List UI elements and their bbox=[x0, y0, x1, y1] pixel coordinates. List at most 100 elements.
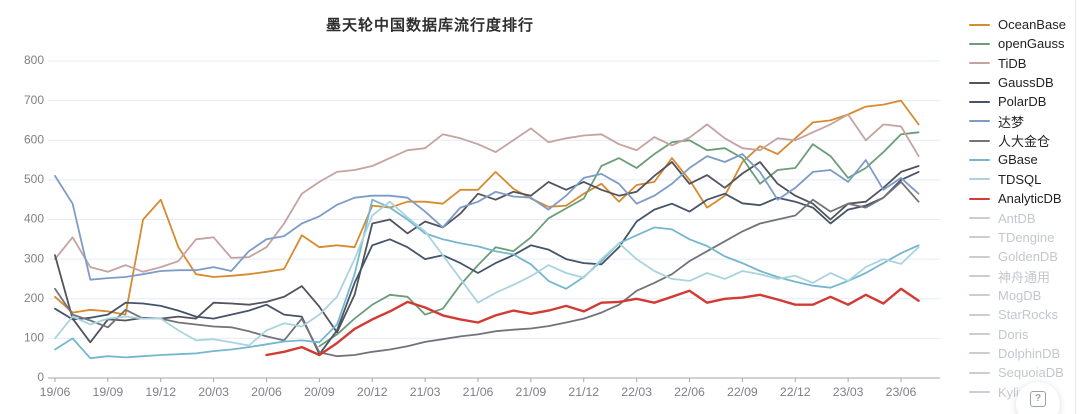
series-line-达梦 bbox=[54, 153, 920, 281]
legend-label-openGauss: openGauss bbox=[998, 36, 1065, 52]
legend-item-TiDB[interactable]: TiDB bbox=[969, 54, 1075, 73]
x-axis-label-21/12: 21/12 bbox=[568, 385, 599, 399]
chart-title: 墨天轮中国数据库流行度排行 bbox=[325, 17, 534, 34]
legend-label-AnalyticDB: AnalyticDB bbox=[998, 191, 1062, 207]
x-axis-label-22/09: 22/09 bbox=[727, 385, 758, 399]
y-axis-label-700: 700 bbox=[24, 93, 44, 107]
y-axis-label-600: 600 bbox=[24, 132, 44, 146]
series-line-TDSQL bbox=[54, 200, 920, 347]
legend-swatch-AnalyticDB bbox=[969, 197, 990, 200]
legend-item-GaussDB[interactable]: GaussDB bbox=[969, 73, 1075, 92]
chart-legend: OceanBase openGauss TiDB GaussDB PolarDB 达梦人大… bbox=[969, 0, 1075, 414]
popularity-line-chart[interactable]: 0 100 200 300 400 500 600 700 800 19/06 19/09 19/12… bbox=[0, 0, 960, 414]
legend-item-openGauss[interactable]: openGauss bbox=[969, 34, 1075, 53]
y-axis-label-400: 400 bbox=[24, 212, 44, 226]
legend-swatch-OceanBase bbox=[969, 23, 990, 26]
right-edge-divider bbox=[1075, 0, 1076, 414]
legend-label-GBase: GBase bbox=[998, 152, 1038, 168]
legend-swatch-openGauss bbox=[969, 42, 990, 45]
legend-label-人大金仓: 人大金仓 bbox=[998, 134, 1051, 150]
legend-swatch-TDengine bbox=[969, 236, 990, 239]
legend-swatch-人大金仓 bbox=[969, 139, 990, 142]
legend-item-GBase[interactable]: GBase bbox=[969, 150, 1075, 169]
x-axis-label-22/06: 22/06 bbox=[674, 385, 705, 399]
legend-label-StarRocks: StarRocks bbox=[998, 307, 1058, 323]
legend-item-GoldenDB[interactable]: GoldenDB bbox=[969, 247, 1075, 266]
legend-swatch-MogDB bbox=[969, 294, 990, 297]
series-line-AnalyticDB bbox=[265, 287, 920, 357]
legend-swatch-PolarDB bbox=[969, 100, 990, 103]
legend-item-StarRocks[interactable]: StarRocks bbox=[969, 305, 1075, 324]
legend-item-Doris[interactable]: Doris bbox=[969, 325, 1075, 344]
legend-label-TiDB: TiDB bbox=[998, 55, 1027, 71]
legend-item-人大金仓[interactable]: 人大金仓 bbox=[969, 131, 1075, 150]
legend-label-OceanBase: OceanBase bbox=[998, 17, 1066, 32]
x-axis-label-19/06: 19/06 bbox=[40, 385, 71, 399]
legend-label-SequoiaDB: SequoiaDB bbox=[998, 365, 1064, 381]
y-axis-label-800: 800 bbox=[24, 53, 44, 67]
x-axis-label-20/12: 20/12 bbox=[357, 385, 388, 399]
y-axis-label-100: 100 bbox=[24, 331, 44, 345]
legend-item-OceanBase[interactable]: OceanBase bbox=[969, 15, 1075, 34]
x-axis-label-22/12: 22/12 bbox=[780, 385, 811, 399]
series-line-openGauss bbox=[318, 131, 920, 348]
x-axis-label-23/06: 23/06 bbox=[886, 385, 917, 399]
x-axis-label-22/03: 22/03 bbox=[621, 385, 652, 399]
legend-item-达梦[interactable]: 达梦 bbox=[969, 112, 1075, 131]
legend-label-GaussDB: GaussDB bbox=[998, 75, 1054, 91]
legend-swatch-神舟通用 bbox=[969, 275, 990, 278]
legend-item-TDengine[interactable]: TDengine bbox=[969, 228, 1075, 247]
legend-swatch-TDSQL bbox=[969, 178, 990, 181]
legend-item-PolarDB[interactable]: PolarDB bbox=[969, 92, 1075, 111]
legend-label-PolarDB: PolarDB bbox=[998, 94, 1047, 110]
legend-label-GoldenDB: GoldenDB bbox=[998, 249, 1058, 265]
legend-label-达梦: 达梦 bbox=[998, 114, 1025, 130]
y-axis-label-300: 300 bbox=[24, 251, 44, 265]
x-axis-label-20/03: 20/03 bbox=[198, 385, 229, 399]
legend-swatch-达梦 bbox=[969, 120, 990, 123]
legend-label-AntDB: AntDB bbox=[998, 210, 1036, 226]
legend-label-MogDB: MogDB bbox=[998, 287, 1042, 303]
legend-label-TDSQL: TDSQL bbox=[998, 171, 1042, 187]
series-line-PolarDB bbox=[54, 171, 920, 356]
x-axis-label-20/09: 20/09 bbox=[304, 385, 335, 399]
x-axis-label-19/12: 19/12 bbox=[145, 385, 176, 399]
y-axis-label-200: 200 bbox=[24, 291, 44, 305]
x-axis-label-23/03: 23/03 bbox=[833, 385, 864, 399]
legend-item-TDSQL[interactable]: TDSQL bbox=[969, 170, 1075, 189]
legend-item-SequoiaDB[interactable]: SequoiaDB bbox=[969, 363, 1075, 382]
legend-swatch-AntDB bbox=[969, 217, 990, 219]
x-axis-label-21/03: 21/03 bbox=[410, 385, 441, 399]
legend-swatch-SequoiaDB bbox=[969, 371, 990, 374]
legend-label-TDengine: TDengine bbox=[998, 229, 1055, 245]
help-button[interactable]: ? bbox=[1016, 382, 1060, 414]
legend-label-Doris: Doris bbox=[998, 326, 1029, 342]
question-mark-icon: ? bbox=[1030, 391, 1046, 407]
legend-item-DolphinDB[interactable]: DolphinDB bbox=[969, 344, 1075, 363]
y-axis-label-500: 500 bbox=[24, 172, 44, 186]
series-line-TiDB bbox=[54, 113, 920, 273]
series-line-GBase bbox=[54, 198, 920, 360]
legend-swatch-TiDB bbox=[969, 62, 990, 65]
legend-swatch-GoldenDB bbox=[969, 255, 990, 258]
legend-swatch-Doris bbox=[969, 333, 990, 336]
legend-item-AntDB[interactable]: AntDB bbox=[969, 209, 1075, 228]
legend-item-MogDB[interactable]: MogDB bbox=[969, 286, 1075, 305]
legend-swatch-GBase bbox=[969, 158, 990, 161]
legend-item-神舟通用[interactable]: 神舟通用 bbox=[969, 267, 1075, 286]
legend-label-DolphinDB: DolphinDB bbox=[998, 345, 1061, 361]
x-axis-label-19/09: 19/09 bbox=[92, 385, 123, 399]
x-axis-label-20/06: 20/06 bbox=[251, 385, 282, 399]
series-line-人大金仓 bbox=[54, 181, 920, 358]
legend-swatch-GaussDB bbox=[969, 81, 990, 84]
x-axis-label-21/06: 21/06 bbox=[463, 385, 494, 399]
legend-swatch-DolphinDB bbox=[969, 352, 990, 355]
y-axis-label-0: 0 bbox=[37, 370, 44, 384]
legend-swatch-Kyligence bbox=[969, 391, 990, 394]
series-line-OceanBase bbox=[54, 99, 920, 316]
legend-item-AnalyticDB[interactable]: AnalyticDB bbox=[969, 189, 1075, 208]
legend-swatch-StarRocks bbox=[969, 313, 990, 316]
legend-label-神舟通用: 神舟通用 bbox=[998, 269, 1051, 285]
x-axis-label-21/09: 21/09 bbox=[515, 385, 546, 399]
